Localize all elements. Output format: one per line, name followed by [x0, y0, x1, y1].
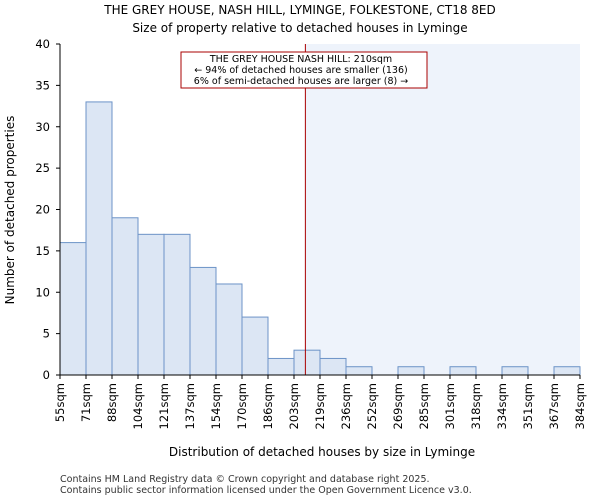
x-tick-label: 71sqm: [79, 383, 93, 422]
x-tick-label: 334sqm: [495, 383, 509, 429]
y-ticks: 0 5 10 15 20 25 30 35 40: [35, 37, 60, 382]
y-tick-label: 40: [35, 37, 50, 51]
x-tick-label: 384sqm: [573, 383, 587, 429]
histogram-bar: [319, 357, 347, 376]
histogram-bar: [553, 366, 581, 376]
histogram-bar: [267, 357, 295, 376]
annotation-box: THE GREY HOUSE NASH HILL: 210sqm ← 94% o…: [180, 51, 428, 89]
y-tick-label: 5: [43, 327, 50, 341]
annotation-frame: [180, 51, 428, 89]
y-tick-label: 20: [35, 203, 50, 217]
histogram-bar: [501, 366, 529, 376]
histogram-bar: [111, 217, 139, 376]
x-tick-label: 203sqm: [287, 383, 301, 429]
x-ticks: 55sqm 71sqm 88sqm 104sqm 121sqm 137sqm 154sqm 1…: [53, 375, 587, 429]
y-tick-label: 35: [35, 78, 50, 92]
annotation-line-1: THE GREY HOUSE NASH HILL: 210sqm: [209, 54, 392, 65]
footer-line-2: Contains public sector information licen…: [60, 485, 472, 496]
x-tick-label: 236sqm: [339, 383, 353, 429]
y-tick-label: 10: [35, 285, 50, 299]
histogram-bar: [59, 242, 87, 376]
y-tick-label: 15: [35, 244, 50, 258]
x-tick-label: 55sqm: [53, 383, 67, 422]
histogram-bar: [345, 366, 373, 376]
histogram-bar: [85, 101, 113, 376]
histogram-bar: [163, 233, 191, 376]
x-tick-label: 88sqm: [105, 383, 119, 422]
y-tick-label: 0: [43, 368, 50, 382]
x-tick-label: 170sqm: [235, 383, 249, 429]
footer-line-1: Contains HM Land Registry data © Crown c…: [60, 474, 430, 485]
bars-group: [59, 101, 581, 376]
chart-subtitle: Size of property relative to detached ho…: [132, 21, 467, 35]
x-tick-label: 269sqm: [391, 383, 405, 429]
y-tick-label: 30: [35, 120, 50, 134]
y-tick-label: 25: [35, 161, 50, 175]
x-tick-label: 137sqm: [183, 383, 197, 429]
histogram-bar: [189, 266, 217, 376]
x-tick-label: 351sqm: [521, 383, 535, 429]
histogram-bar: [215, 283, 243, 376]
x-tick-label: 318sqm: [469, 383, 483, 429]
x-tick-label: 252sqm: [365, 383, 379, 429]
histogram-bar: [241, 316, 269, 376]
histogram-bar: [449, 366, 477, 376]
chart-title: THE GREY HOUSE, NASH HILL, LYMINGE, FOLK…: [103, 3, 496, 17]
histogram-bar: [137, 233, 165, 376]
y-axis-label: Number of detached properties: [3, 116, 17, 305]
x-tick-label: 219sqm: [313, 383, 327, 429]
x-tick-label: 154sqm: [209, 383, 223, 429]
x-tick-label: 301sqm: [443, 383, 457, 429]
x-tick-label: 367sqm: [547, 383, 561, 429]
larger-region-shade: [305, 44, 580, 375]
annotation-line-3: 6% of semi-detached houses are larger (8…: [194, 76, 408, 87]
x-axis-label: Distribution of detached houses by size …: [169, 445, 475, 459]
x-tick-label: 121sqm: [157, 383, 171, 429]
histogram-bar: [293, 349, 321, 376]
annotation-line-2: ← 94% of detached houses are smaller (13…: [194, 65, 407, 76]
x-tick-label: 285sqm: [417, 383, 431, 429]
histogram-bar: [397, 366, 425, 376]
x-tick-label: 104sqm: [131, 383, 145, 429]
x-tick-label: 186sqm: [261, 383, 275, 429]
